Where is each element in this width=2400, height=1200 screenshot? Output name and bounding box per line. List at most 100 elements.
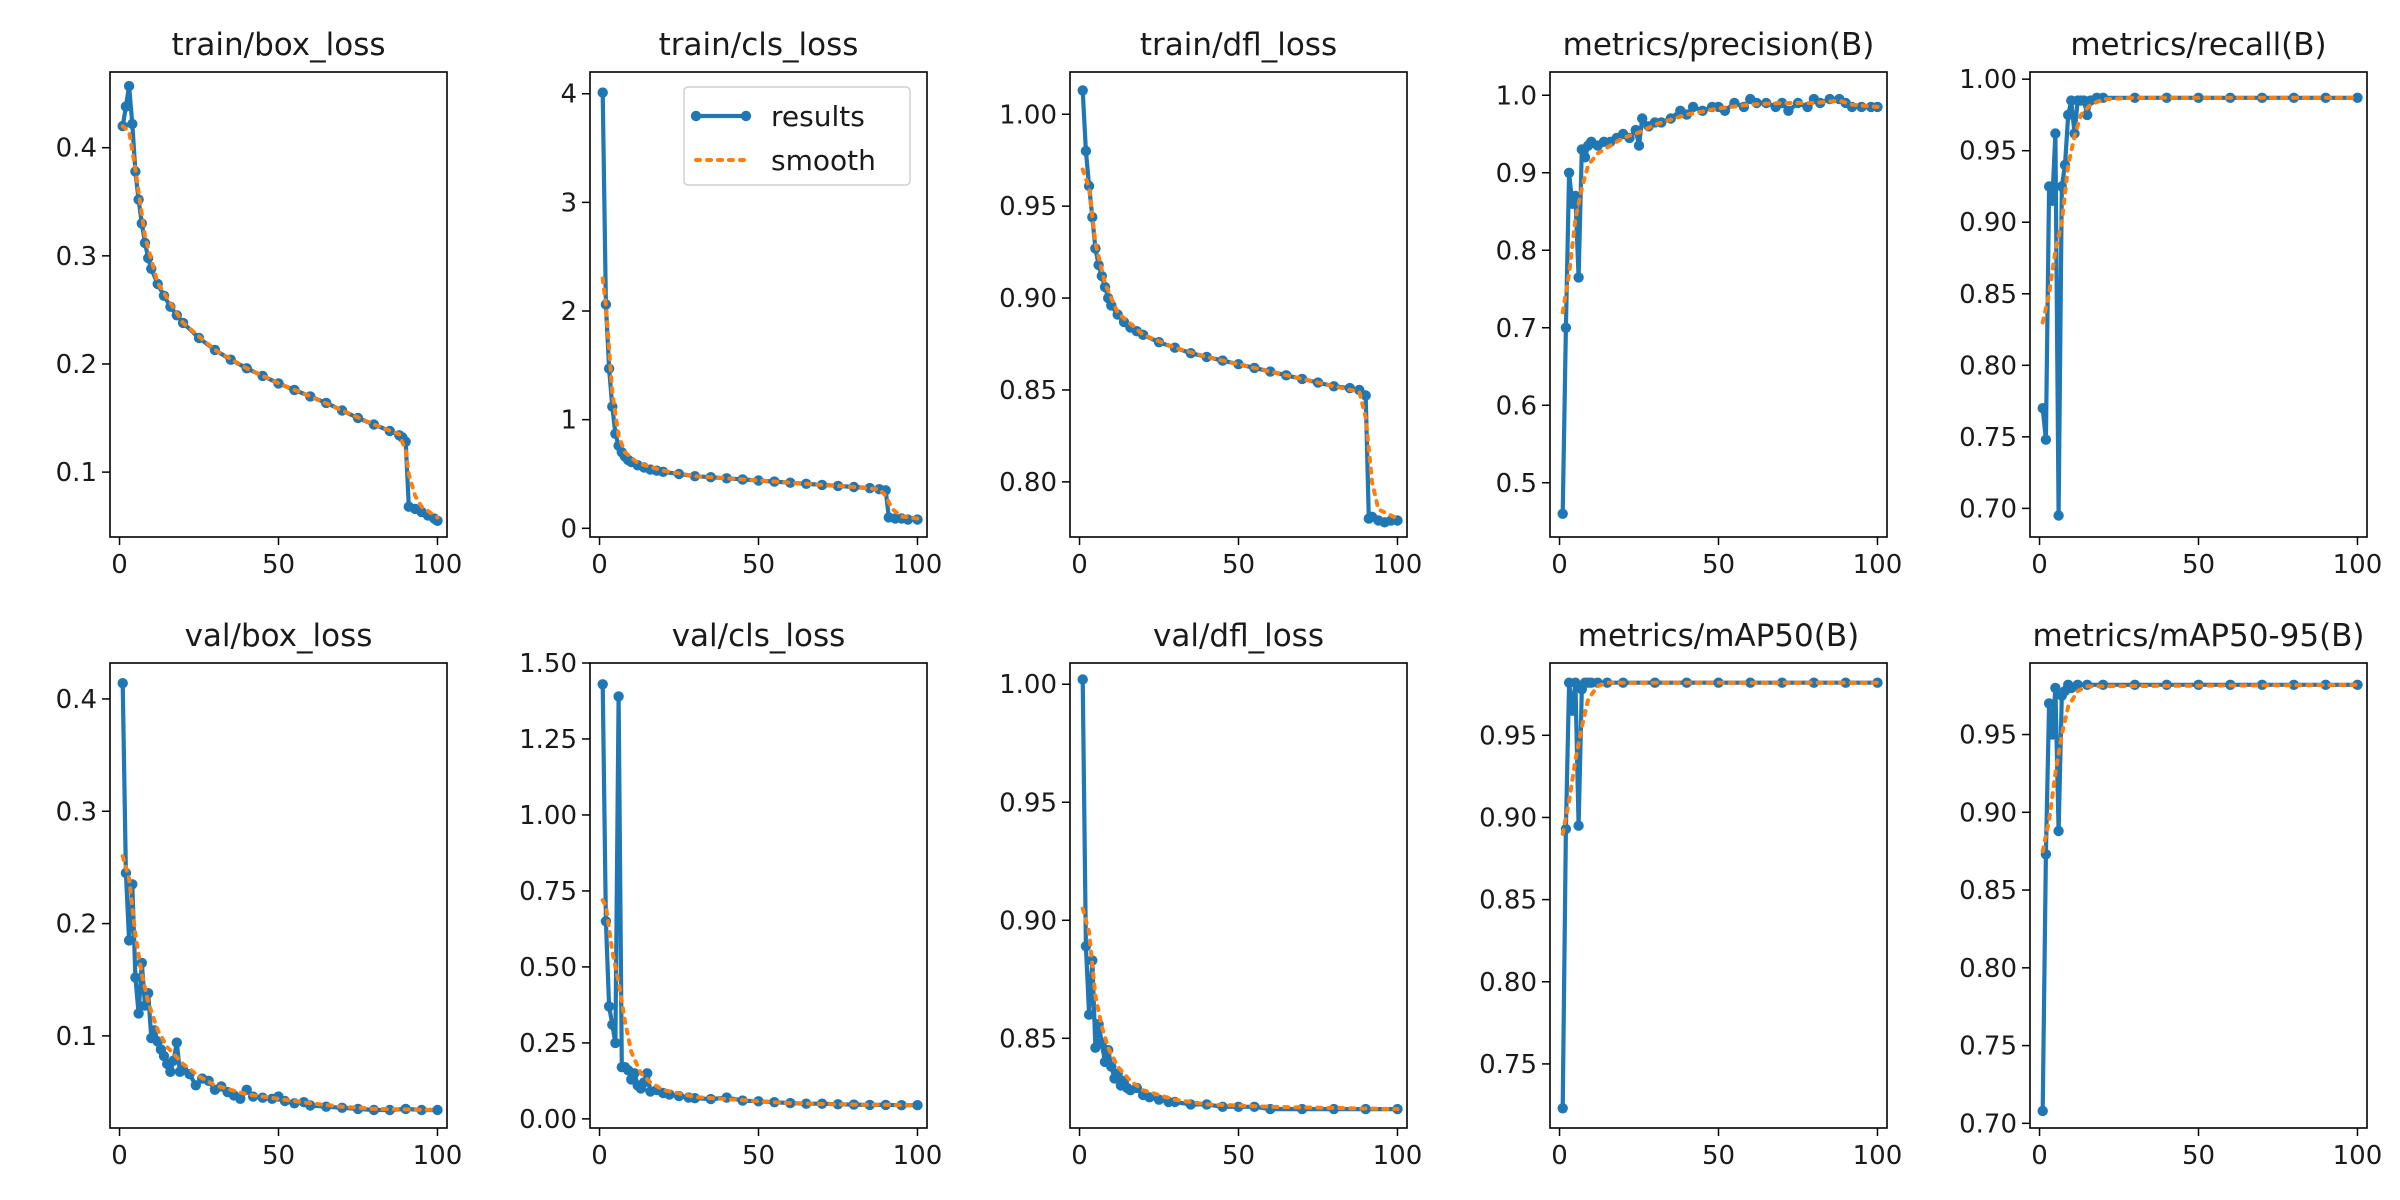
subplot-6: val/cls_loss 0 50 100 0.00 0.25 0.50 0.75 1.00 1.… xyxy=(519,618,942,1171)
results-point xyxy=(2047,729,2058,740)
results-point xyxy=(133,1008,144,1019)
x-tick-label: 0 xyxy=(111,550,128,580)
subplot-title: val/box_loss xyxy=(185,618,373,654)
legend-results-marker xyxy=(740,110,752,122)
axes-frame xyxy=(589,71,928,538)
plot-area xyxy=(2037,679,2363,1117)
x-tick-label: 100 xyxy=(1853,550,1903,580)
plot-area xyxy=(1557,677,1883,1114)
results-point xyxy=(1570,677,1581,688)
x-tick-label: 50 xyxy=(742,550,775,580)
results-point xyxy=(1087,955,1098,966)
y-tick-label: 0.1 xyxy=(56,1022,97,1052)
x-tick-label: 100 xyxy=(2333,550,2383,580)
subplot-4: metrics/recall(B) 0 50 100 0.70 0.75 0.80 0.85 0… xyxy=(1959,27,2382,580)
results-point xyxy=(2352,92,2363,104)
y-tick-label: 2 xyxy=(560,297,577,327)
subplot-title: metrics/mAP50(B) xyxy=(1578,618,1859,654)
y-tick-label: 0.80 xyxy=(999,468,1057,498)
subplot-2: train/dfl_loss 0 50 100 0.80 0.85 0.90 0.95 1.00 xyxy=(999,27,1422,580)
subplot-9: metrics/mAP50-95(B) 0 50 100 0.70 0.75 0.80 0.8… xyxy=(1959,618,2382,1171)
y-tick-label: 0.90 xyxy=(999,906,1057,936)
results-series-line xyxy=(1560,96,1878,514)
y-tick-label: 0.00 xyxy=(519,1105,577,1135)
x-tick-label: 100 xyxy=(2333,1141,2383,1171)
results-point xyxy=(2050,128,2061,139)
smooth-series-line xyxy=(1560,98,1880,315)
x-tick-label: 50 xyxy=(2182,550,2215,580)
results-series-line xyxy=(2040,95,2358,518)
plot-area xyxy=(597,87,923,525)
smooth-series-line xyxy=(120,124,440,520)
results-point xyxy=(2037,403,2048,414)
axes-frame xyxy=(1549,71,1888,538)
y-tick-label: 0.95 xyxy=(999,192,1057,222)
y-tick-label: 0.75 xyxy=(1479,1050,1537,1080)
x-tick-label: 100 xyxy=(1373,1141,1423,1171)
y-tick-label: 1.25 xyxy=(519,725,577,755)
results-point xyxy=(2082,109,2093,121)
y-tick-label: 0.90 xyxy=(999,284,1057,314)
smooth-series-line xyxy=(1080,167,1400,521)
results-series-line xyxy=(1080,90,1398,525)
y-tick-label: 1.00 xyxy=(519,801,577,831)
y-tick-label: 0.3 xyxy=(56,797,97,827)
x-tick-label: 50 xyxy=(262,550,295,580)
results-point xyxy=(120,101,132,112)
results-point xyxy=(912,1100,923,1111)
subplot-0: train/box_loss 0 50 100 0.1 0.2 0.3 0.4 xyxy=(56,27,463,580)
results-point xyxy=(1077,674,1088,685)
results-point xyxy=(610,1037,621,1049)
y-tick-label: 0.90 xyxy=(1959,208,2017,238)
y-tick-label: 0.4 xyxy=(56,134,97,164)
x-tick-label: 0 xyxy=(1551,550,1568,580)
subplot-8: metrics/mAP50(B) 0 50 100 0.75 0.80 0.85 0.90 0.… xyxy=(1479,618,1902,1171)
results-point xyxy=(1077,85,1088,96)
results-point xyxy=(1633,140,1645,151)
results-point xyxy=(1573,272,1584,283)
axes-frame xyxy=(2029,71,2368,538)
y-tick-label: 0 xyxy=(560,514,577,544)
results-point xyxy=(785,477,796,488)
y-tick-label: 0.85 xyxy=(1479,886,1537,916)
results-point xyxy=(158,1050,170,1062)
results-point xyxy=(864,1099,875,1111)
results-point xyxy=(1563,167,1575,178)
results-point xyxy=(165,1066,176,1078)
subplot-5: val/box_loss 0 50 100 0.1 0.2 0.3 0.4 xyxy=(56,618,463,1171)
legend-smooth-label: smooth xyxy=(771,144,876,177)
results-point xyxy=(123,935,135,946)
subplot-7: val/dfl_loss 0 50 100 0.85 0.90 0.95 1.00 xyxy=(999,618,1422,1171)
axes-frame xyxy=(1069,71,1408,538)
x-tick-label: 0 xyxy=(111,1141,128,1171)
results-point xyxy=(2063,109,2074,121)
smooth-series-line xyxy=(2040,95,2360,325)
subplot-3: metrics/precision(B) 0 50 100 0.5 0.6 0.7 0.8 0.… xyxy=(1496,27,1903,580)
plot-area xyxy=(1077,674,1403,1115)
x-tick-label: 0 xyxy=(2031,550,2048,580)
y-tick-label: 0.85 xyxy=(1959,876,2017,906)
y-tick-label: 1.0 xyxy=(1496,81,1537,111)
x-tick-label: 50 xyxy=(1222,550,1255,580)
results-point xyxy=(1557,1103,1568,1114)
results-point xyxy=(613,691,624,702)
smooth-series-line xyxy=(1560,680,1880,836)
results-point xyxy=(2037,1105,2048,1117)
plot-area xyxy=(117,80,443,526)
results-series-line xyxy=(1560,680,1878,1109)
results-point xyxy=(832,1099,844,1110)
y-tick-label: 4 xyxy=(560,80,577,110)
results-point xyxy=(171,1037,182,1048)
y-tick-label: 0.4 xyxy=(56,685,97,715)
results-point xyxy=(603,1001,615,1012)
y-tick-label: 0.75 xyxy=(1959,423,2017,453)
results-point xyxy=(1144,1092,1155,1103)
y-tick-label: 0.95 xyxy=(1959,721,2017,751)
results-point xyxy=(642,1068,653,1079)
y-tick-label: 0.50 xyxy=(519,953,577,983)
results-point xyxy=(2072,679,2083,690)
y-tick-label: 0.1 xyxy=(56,458,97,488)
results-point xyxy=(2040,434,2052,445)
y-tick-label: 0.2 xyxy=(56,350,97,380)
